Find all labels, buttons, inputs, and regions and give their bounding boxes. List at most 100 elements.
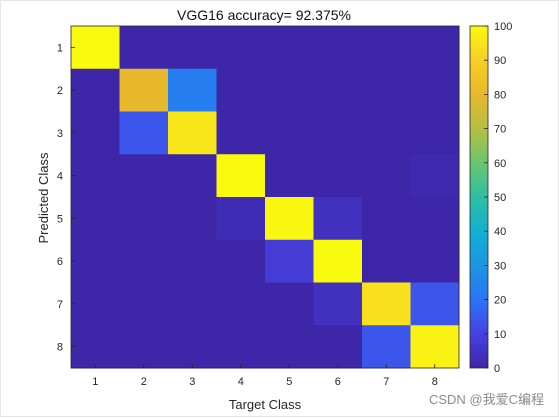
- heatmap-cell: [410, 154, 460, 198]
- y-tick-label: 2: [57, 85, 63, 97]
- heatmap-cell: [71, 154, 120, 198]
- heatmap-cell: [313, 325, 363, 369]
- heatmap-cell: [168, 239, 217, 283]
- heatmap-cells: [71, 26, 460, 369]
- heatmap-cell: [119, 282, 169, 326]
- heatmap-cell: [362, 154, 411, 198]
- colorbar-tick-label: 30: [494, 260, 506, 272]
- heatmap-cell: [119, 197, 169, 241]
- colorbar-tick-label: 80: [494, 89, 506, 101]
- colorbar-tick-label: 100: [494, 21, 512, 33]
- heatmap-cell: [216, 68, 266, 112]
- heatmap-cell: [410, 26, 460, 70]
- heatmap-cell: [216, 325, 266, 369]
- colorbar-tick-label: 60: [494, 158, 506, 170]
- heatmap-cell: [265, 282, 314, 326]
- heatmap-cell: [119, 68, 169, 112]
- heatmap-cell: [216, 239, 266, 283]
- heatmap-cell: [362, 68, 411, 112]
- x-tick-label: 5: [286, 376, 292, 388]
- heatmap-cell: [265, 197, 314, 241]
- plot-area-border: [70, 25, 460, 369]
- heatmap-cell: [410, 68, 460, 112]
- heatmap-cell: [71, 26, 120, 70]
- heatmap-cell: [362, 26, 411, 70]
- heatmap-cell: [216, 26, 266, 70]
- x-tick-label: 1: [92, 376, 98, 388]
- x-tick-label: 2: [141, 376, 147, 388]
- y-axis-label: Predicted Class: [36, 152, 51, 244]
- heatmap-cell: [362, 111, 411, 155]
- heatmap-cell: [410, 282, 460, 326]
- x-tick-label: 3: [189, 376, 195, 388]
- heatmap-cell: [168, 26, 217, 70]
- colorbar-tick-label: 10: [494, 329, 506, 341]
- heatmap-cell: [265, 239, 314, 283]
- y-tick-labels: 1 2 3 4 5 6 7 8: [57, 42, 75, 354]
- heatmap-cell: [313, 68, 363, 112]
- heatmap-cell: [119, 325, 169, 369]
- y-tick-label: 5: [57, 213, 63, 225]
- x-axis-label: Target Class: [229, 397, 302, 412]
- x-tick-label: 6: [335, 376, 341, 388]
- heatmap-cell: [168, 325, 217, 369]
- y-tick-label: 6: [57, 256, 63, 268]
- heatmap-cell: [71, 325, 120, 369]
- y-tick-label: 3: [57, 128, 63, 140]
- heatmap-cell: [119, 239, 169, 283]
- heatmap-cell: [410, 239, 460, 283]
- heatmap-cell: [313, 26, 363, 70]
- heatmap-cell: [265, 325, 314, 369]
- heatmap-cell: [216, 282, 266, 326]
- colorbar-tick-label: 70: [494, 124, 506, 136]
- y-tick-label: 1: [57, 42, 63, 54]
- chart-title: VGG16 accuracy= 92.375%: [177, 7, 351, 23]
- y-tick-label: 8: [57, 342, 63, 354]
- heatmap-cell: [168, 197, 217, 241]
- heatmap-cell: [410, 197, 460, 241]
- heatmap-cell: [362, 197, 411, 241]
- colorbar-tick-label: 20: [494, 295, 506, 307]
- x-tick-label: 4: [238, 376, 244, 388]
- heatmap-cell: [119, 26, 169, 70]
- heatmap-cell: [313, 197, 363, 241]
- colorbar-tick-label: 0: [494, 363, 500, 375]
- x-tick-labels: 1 2 3 4 5 6 7 8: [92, 364, 438, 388]
- heatmap-cell: [71, 68, 120, 112]
- heatmap-cell: [216, 111, 266, 155]
- heatmap-cell: [168, 111, 217, 155]
- colorbar-tick-label: 40: [494, 226, 506, 238]
- heatmap-cell: [410, 111, 460, 155]
- y-tick-label: 7: [57, 299, 63, 311]
- colorbar-tick-label: 90: [494, 55, 506, 67]
- heatmap-cell: [313, 282, 363, 326]
- heatmap-cell: [168, 282, 217, 326]
- heatmap-cell: [119, 154, 169, 198]
- heatmap-cell: [168, 68, 217, 112]
- heatmap-cell: [71, 197, 120, 241]
- heatmap-cell: [410, 325, 460, 369]
- heatmap-cell: [362, 239, 411, 283]
- heatmap-cell: [71, 239, 120, 283]
- heatmap-cell: [168, 154, 217, 198]
- x-tick-label: 8: [432, 376, 438, 388]
- y-tick-label: 4: [57, 171, 63, 183]
- heatmap-cell: [265, 111, 314, 155]
- heatmap-cell: [313, 111, 363, 155]
- heatmap-cell: [313, 239, 363, 283]
- heatmap-cell: [362, 325, 411, 369]
- x-tick-label: 7: [383, 376, 389, 388]
- heatmap-cell: [313, 154, 363, 198]
- heatmap-cell: [265, 26, 314, 70]
- heatmap-cell: [265, 154, 314, 198]
- colorbar-tick-label: 50: [494, 192, 506, 204]
- heatmap-cell: [362, 282, 411, 326]
- heatmap-cell: [71, 111, 120, 155]
- heatmap-cell: [265, 68, 314, 112]
- heatmap-cell: [71, 282, 120, 326]
- watermark: CSDN @我爱C编程: [428, 392, 544, 407]
- heatmap-cell: [216, 197, 266, 241]
